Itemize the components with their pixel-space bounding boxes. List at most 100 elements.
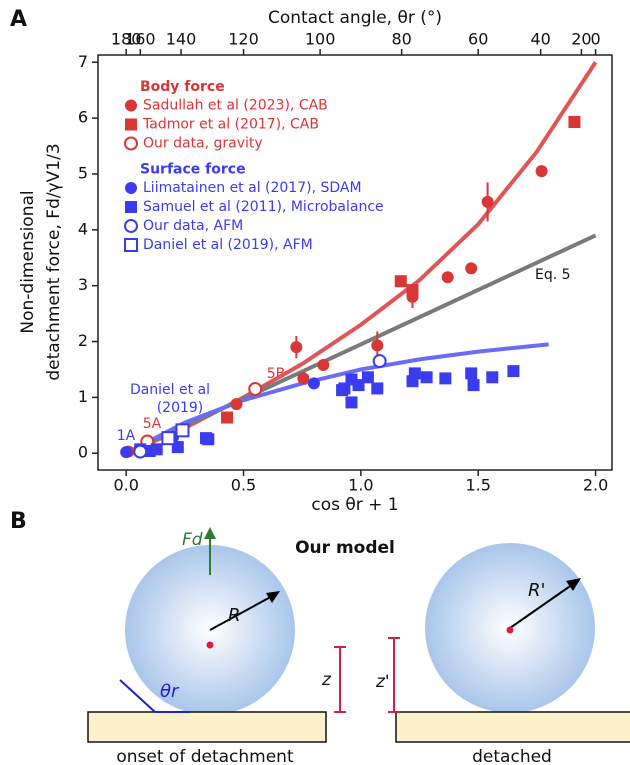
x-axis-label: cos θr + 1 bbox=[311, 495, 398, 515]
x2-tick-label: 140 bbox=[166, 30, 197, 49]
square-marker bbox=[361, 371, 374, 384]
y-tick-label: 0 bbox=[78, 443, 88, 462]
square-marker bbox=[345, 396, 358, 409]
x2-tick-label: 120 bbox=[228, 30, 259, 49]
circle-marker bbox=[465, 262, 478, 275]
caption: detached bbox=[472, 747, 552, 765]
diagram-title: Our model bbox=[295, 538, 395, 558]
square-marker bbox=[394, 275, 407, 288]
annotation: 1A bbox=[117, 428, 136, 444]
radius-arrow bbox=[509, 581, 577, 629]
circle-marker bbox=[248, 382, 263, 397]
substrate bbox=[87, 711, 327, 743]
legend-marker bbox=[124, 238, 138, 252]
square-marker bbox=[175, 423, 190, 438]
fit-curve bbox=[125, 233, 597, 456]
circle-marker bbox=[441, 271, 454, 284]
angle-line bbox=[119, 679, 156, 713]
circle-marker bbox=[372, 354, 387, 369]
label: z' bbox=[375, 672, 390, 692]
y-tick-label: 5 bbox=[78, 163, 88, 182]
arrow-head bbox=[204, 527, 216, 539]
x-tick-label: 1.5 bbox=[465, 476, 490, 495]
legend-label: Tadmor et al (2017), CAB bbox=[142, 117, 319, 133]
arrow-head bbox=[566, 578, 581, 591]
circle-marker bbox=[297, 372, 310, 385]
label: R bbox=[228, 605, 241, 626]
x2-tick-label: 20 bbox=[571, 30, 591, 49]
square-marker bbox=[221, 411, 234, 424]
x2-tick-label: 180 bbox=[111, 30, 142, 49]
circle-marker bbox=[317, 358, 330, 371]
y-tick-label: 2 bbox=[78, 331, 88, 350]
center bbox=[206, 641, 214, 649]
x-tick-label: 0.0 bbox=[113, 476, 138, 495]
legend-label: Sadullah et al (2023), CAB bbox=[143, 98, 328, 114]
square-marker bbox=[507, 365, 520, 378]
height-bar bbox=[388, 637, 400, 713]
label: z bbox=[321, 670, 332, 690]
square-marker bbox=[150, 443, 163, 456]
legend-label: Samuel et al (2011), Microbalance bbox=[143, 199, 384, 215]
circle-marker bbox=[371, 339, 384, 352]
legend-marker bbox=[125, 118, 137, 131]
square-marker bbox=[439, 372, 452, 385]
square-marker bbox=[486, 371, 499, 384]
legend-title: Body force bbox=[140, 79, 225, 95]
x2-tick-label: 100 bbox=[305, 30, 336, 49]
circle-marker bbox=[230, 398, 243, 411]
annotation: 5A bbox=[143, 416, 162, 432]
square-marker bbox=[568, 116, 581, 129]
y-tick-label: 6 bbox=[78, 108, 88, 127]
legend-marker bbox=[125, 201, 137, 213]
y-axis-label: Non-dimensional bbox=[18, 190, 38, 333]
x2-tick-label: 40 bbox=[530, 30, 550, 49]
legend-marker bbox=[124, 136, 138, 151]
legend-label: Daniel et al (2019), AFM bbox=[143, 237, 313, 253]
legend-title: Surface force bbox=[140, 162, 246, 178]
label: Fd bbox=[182, 530, 203, 550]
y-tick-label: 3 bbox=[78, 275, 88, 294]
circle-marker bbox=[120, 446, 133, 459]
square-marker bbox=[420, 371, 433, 384]
circle-marker bbox=[481, 195, 494, 208]
legend-label: Our data, AFM bbox=[143, 218, 243, 234]
plot-frame bbox=[97, 54, 613, 471]
height-bar bbox=[334, 646, 346, 713]
square-marker bbox=[467, 379, 480, 392]
x2-tick-label: 160 bbox=[125, 30, 156, 49]
radius-arrow bbox=[209, 593, 277, 631]
legend-label: Liimatainen et al (2017), SDAM bbox=[143, 180, 362, 196]
annotation: Daniel et al bbox=[130, 382, 210, 398]
y-tick-label: 4 bbox=[78, 219, 88, 238]
legend-marker bbox=[124, 219, 138, 233]
y-tick-label: 7 bbox=[78, 52, 88, 71]
x-tick-label: 2.0 bbox=[583, 476, 608, 495]
square-marker bbox=[465, 367, 478, 380]
center bbox=[506, 626, 514, 634]
square-marker bbox=[406, 284, 419, 297]
legend-marker bbox=[125, 182, 137, 194]
caption: onset of detachment bbox=[116, 747, 294, 765]
circle-marker bbox=[290, 341, 303, 354]
arrow-head bbox=[266, 591, 280, 603]
x-tick-label: 0.5 bbox=[231, 476, 256, 495]
y-tick-label: 1 bbox=[78, 387, 88, 406]
square-marker bbox=[202, 433, 215, 446]
circle-marker bbox=[133, 444, 148, 459]
substrate bbox=[395, 711, 630, 743]
x-tick-label: 1.0 bbox=[348, 476, 373, 495]
legend-label: Our data, gravity bbox=[143, 136, 263, 152]
fit-curve bbox=[125, 342, 549, 456]
panel-label: A bbox=[10, 7, 27, 32]
annotation: (2019) bbox=[157, 400, 204, 416]
x2-tick-label: 80 bbox=[391, 30, 411, 49]
legend-marker bbox=[125, 99, 137, 112]
square-marker bbox=[408, 367, 421, 380]
label: R' bbox=[528, 580, 545, 601]
x2-tick-label: 60 bbox=[468, 30, 488, 49]
circle-marker bbox=[307, 377, 320, 390]
square-marker bbox=[161, 431, 176, 446]
